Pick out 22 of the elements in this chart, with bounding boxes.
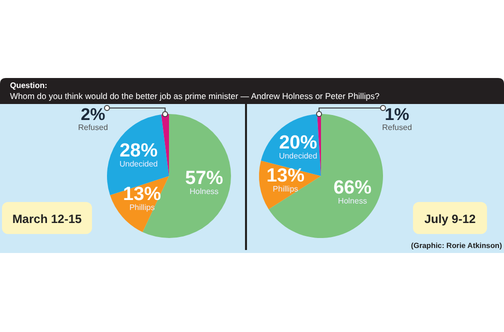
chart-subtitle: Whom do you think would do the better job as prime minister — Andrew Holness or Peter Phillips? (10, 91, 380, 101)
slice-label: Refused (78, 123, 108, 132)
slice-label: Holness (338, 196, 367, 206)
pie-slice (161, 114, 169, 176)
slice-label: Undecided (278, 151, 318, 160)
slice-label: Undecided (120, 160, 158, 169)
data-label: 13% (123, 184, 162, 205)
data-label: 1% (384, 105, 410, 124)
data-label: 20% (279, 132, 318, 154)
slice-label: Phillips (272, 184, 298, 194)
data-label: 57% (185, 168, 224, 189)
text: March 12-15 (12, 212, 82, 226)
text: July 9-12 (424, 212, 476, 226)
data-label: 66% (333, 177, 372, 198)
slice-label: Refused (382, 123, 412, 132)
slice-label: Phillips (129, 202, 155, 212)
data-label: 28% (120, 140, 158, 162)
data-label: 2% (80, 105, 106, 124)
slice-label: Holness (190, 186, 219, 196)
pie-slice (268, 114, 383, 238)
chart-title: Question: (10, 81, 48, 90)
data-label: 13% (266, 166, 305, 187)
